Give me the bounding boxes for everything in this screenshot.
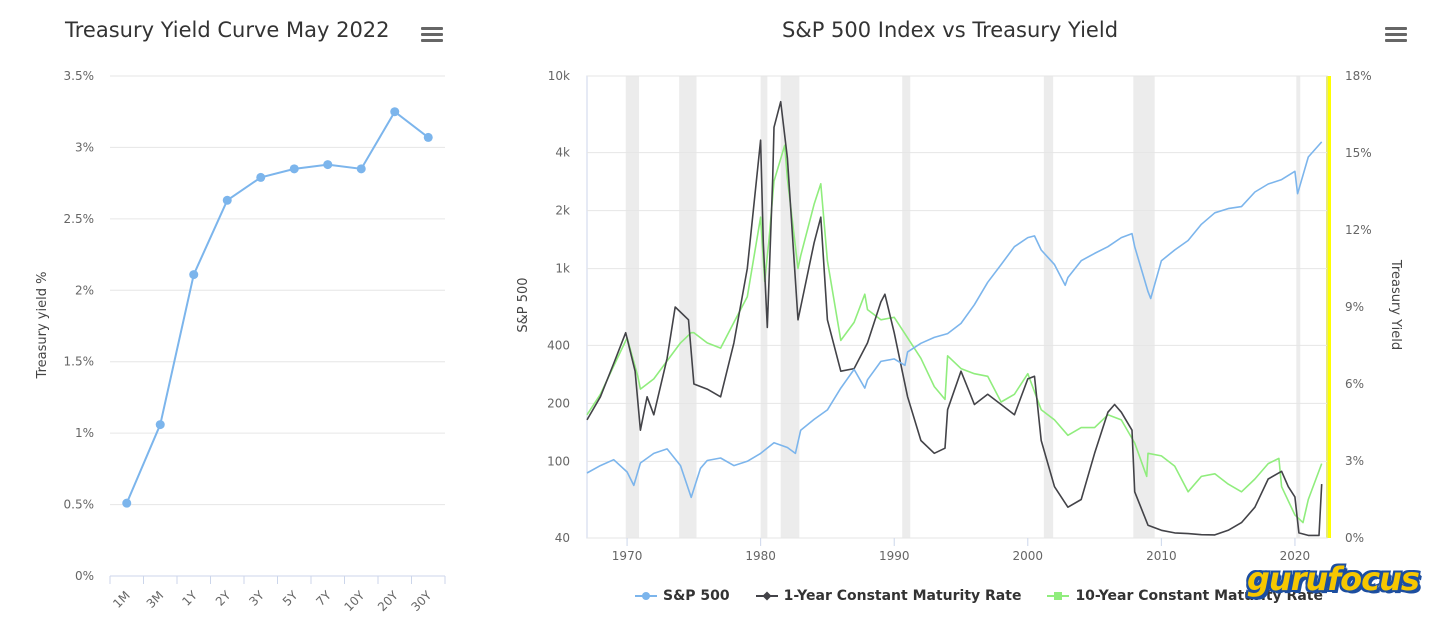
legend-label: 1-Year Constant Maturity Rate [783,588,1022,604]
recession-band [1133,76,1155,538]
recession-band [1043,76,1054,538]
recession-band [1296,76,1301,538]
x-tick-label: 3M [144,588,167,611]
current-highlight-band [1326,76,1331,538]
y-left-tick-label: 10k [548,69,570,83]
x-tick-label: 1M [110,588,133,611]
recession-band [902,76,911,538]
x-tick-label: 1Y [179,588,200,609]
x-tick-label: 10Y [341,588,367,614]
y-left-tick-label: 200 [547,396,570,410]
circle-marker-icon [635,591,657,601]
yield-curve-plot: 0% 0.5% 1% 1.5% 2% 2.5% 3% 3.5% 1M 3M 1Y 2Y 3Y 5Y 7Y 1… [35,69,446,614]
recession-band [679,76,697,538]
y-left-tick-label: 40 [555,531,570,545]
y-left-tick-label: 2k [555,204,570,218]
recession-band [780,76,800,538]
legend: S&P 500 1-Year Constant Maturity Rate 10… [635,588,1323,604]
x-tick-label: 1970 [612,549,643,563]
data-point[interactable] [155,420,165,430]
y-tick-label: 2% [75,283,94,297]
y-axis-title: Treasury yield % [35,272,50,380]
x-tick-label: 1990 [879,549,910,563]
x-tick-label: 2010 [1146,549,1177,563]
chart-title: Treasury Yield Curve May 2022 [65,18,390,42]
y-tick-label: 0% [75,569,94,583]
x-tick-label: 3Y [246,588,267,609]
data-point[interactable] [323,160,333,170]
data-point[interactable] [356,164,366,174]
diamond-marker-icon [755,591,778,601]
y-right-tick-label: 3% [1345,454,1364,468]
x-tick-label: 2020 [1280,549,1311,563]
y-tick-label: 3% [75,140,94,154]
x-tick-label: 7Y [313,588,334,609]
plot-border [586,75,1328,539]
legend-item-1y-rate[interactable]: 1-Year Constant Maturity Rate [755,588,1022,604]
hamburger-menu-icon[interactable] [1385,27,1407,45]
x-tick-label: 20Y [375,588,401,614]
y-axis-title-left: S&P 500 [516,277,531,332]
square-marker-icon [1047,591,1070,601]
legend-item-10y-rate[interactable]: 10-Year Constant Maturity Rate [1047,588,1323,604]
recession-band [625,76,640,538]
sp500-vs-yield-chart: S&P 500 Index vs Treasury Yield 40 100 200… [480,0,1430,618]
data-point[interactable] [189,270,199,280]
y-tick-label: 2.5% [64,212,95,226]
y-tick-label: 1% [75,426,94,440]
y-left-tick-label: 100 [547,454,570,468]
x-tick-label: 2Y [213,588,234,609]
y-left-tick-label: 400 [547,338,570,352]
sp500-yield-plot: 40 100 200 400 1k 2k 4k 10k 0% 3% 6% 9% 12% 15% 18% 1… [516,69,1403,563]
y-right-tick-label: 12% [1345,223,1372,237]
yield-curve-chart: Treasury Yield Curve May 2022 0% 0.5% 1% 1.… [0,0,460,618]
x-tick-label: 2000 [1013,549,1044,563]
data-point[interactable] [256,172,266,182]
y-right-tick-label: 6% [1345,377,1364,391]
data-point[interactable] [289,164,299,174]
data-point[interactable] [390,107,400,117]
y-left-tick-label: 1k [555,262,570,276]
y-tick-label: 3.5% [64,69,95,83]
gurufocus-logo: gurufocus [1247,560,1420,598]
legend-label: 10-Year Constant Maturity Rate [1075,588,1323,604]
y-tick-label: 1.5% [64,355,95,369]
y-right-tick-label: 15% [1345,146,1372,160]
y-right-tick-label: 0% [1345,531,1364,545]
chart-title: S&P 500 Index vs Treasury Yield [782,18,1119,42]
y-tick-label: 0.5% [64,498,95,512]
data-point[interactable] [222,195,232,205]
series-line-1-year-constant-maturity-rate [586,100,1323,537]
recession-band [760,76,768,538]
yield-curve-line [125,110,429,504]
series-line-10-year-constant-maturity-rate [586,144,1323,524]
x-tick-label: 30Y [408,588,434,614]
y-right-tick-label: 9% [1345,300,1364,314]
y-axis-title-right: Treasury Yield [1388,259,1403,350]
legend-label: S&P 500 [663,588,730,604]
x-tick-label: 1980 [745,549,776,563]
x-tick-label: 5Y [280,588,301,609]
y-left-tick-label: 4k [555,146,570,160]
y-right-tick-label: 18% [1345,69,1372,83]
data-point[interactable] [423,132,433,142]
data-point[interactable] [122,498,132,508]
legend-item-sp500[interactable]: S&P 500 [635,588,730,604]
series-line-s-p-500 [586,141,1323,499]
hamburger-menu-icon[interactable] [421,27,443,45]
